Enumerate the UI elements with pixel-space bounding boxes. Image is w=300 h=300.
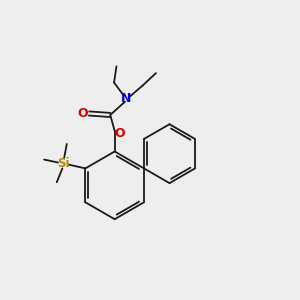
Text: O: O [115,127,125,140]
Text: N: N [121,92,132,105]
Text: O: O [77,107,88,120]
Text: Si: Si [57,157,70,169]
